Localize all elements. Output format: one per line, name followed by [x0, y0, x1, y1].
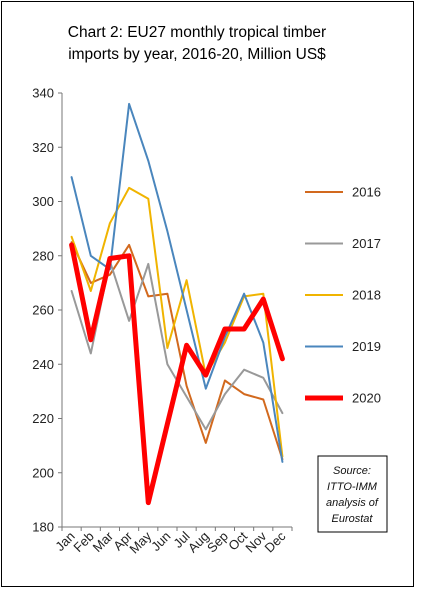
source-line-3: analysis of	[326, 497, 379, 509]
x-tick-label: Jun	[148, 529, 173, 554]
y-tick-label: 300	[32, 194, 54, 209]
chart-title-line-2: imports by year, 2016-20, Million US$	[68, 46, 326, 63]
legend-label-2016: 2016	[352, 185, 381, 200]
legend-label-2018: 2018	[352, 288, 381, 303]
y-tick-label: 260	[32, 303, 54, 318]
y-tick-label: 320	[32, 140, 54, 155]
x-tick-label: Dec	[262, 528, 289, 555]
legend-label-2020: 2020	[352, 391, 381, 406]
y-tick-label: 200	[32, 465, 54, 480]
legend-label-2019: 2019	[352, 339, 381, 354]
y-tick-label: 280	[32, 248, 54, 263]
source-line-1: Source:	[333, 465, 371, 477]
series-line-2018	[70, 186, 284, 458]
source-line-2: ITTO-IMM	[327, 481, 378, 493]
chart-title-line-1: Chart 2: EU27 monthly tropical timber	[68, 24, 326, 41]
y-tick-label: 180	[32, 520, 54, 535]
y-axis-ticks: 180 200 220 240 260 280 300 320 340	[32, 86, 62, 535]
y-tick-label: 240	[32, 357, 54, 372]
series-line-2020	[69, 242, 285, 506]
y-tick-label: 340	[32, 86, 54, 101]
source-line-4: Eurostat	[332, 513, 374, 525]
source-box	[317, 455, 388, 533]
legend-label-2017: 2017	[352, 236, 381, 251]
series-lines	[69, 102, 285, 506]
y-tick-label: 220	[32, 411, 54, 426]
legend: 2016 2017 2018 2019 2020	[305, 185, 381, 406]
